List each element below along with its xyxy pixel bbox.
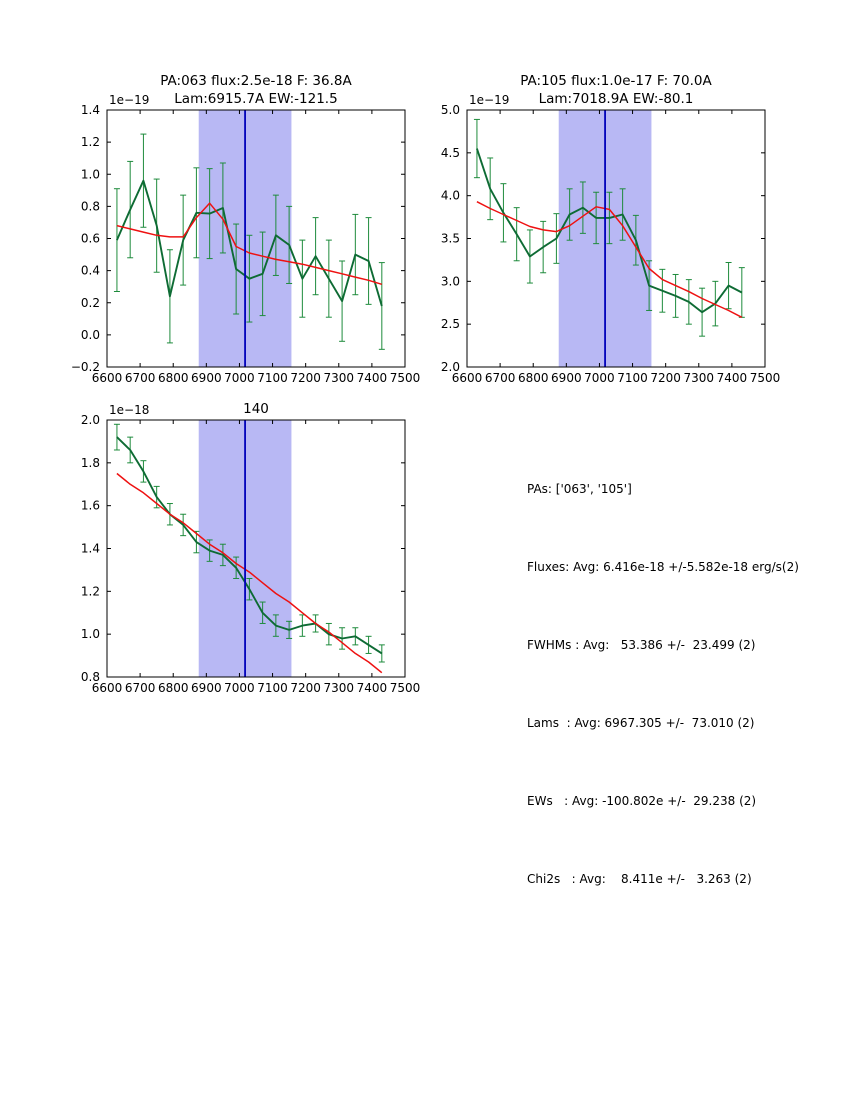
x-tick-label: 7100 xyxy=(617,371,648,385)
x-tick-label: 7200 xyxy=(290,371,321,385)
y-tick-label: 1.6 xyxy=(81,499,100,513)
y-tick-label: 2.0 xyxy=(441,360,460,374)
stats-line-chi2s: Chi2s : Avg: 8.411e +/- 3.263 (2) xyxy=(527,872,752,886)
x-tick-label: 6900 xyxy=(551,371,582,385)
x-tick-label: 7100 xyxy=(257,681,288,695)
x-tick-label: 7200 xyxy=(650,371,681,385)
y-tick-label: 1.4 xyxy=(81,103,100,117)
x-tick-label: 7400 xyxy=(357,371,388,385)
x-tick-label: 6900 xyxy=(191,681,222,695)
spectrum-line xyxy=(475,148,743,314)
y-tick-label: 1.2 xyxy=(81,135,100,149)
chart-140: 6600 6700 6800 6900 7000 7100 7200 7300 7400 7500… xyxy=(81,401,420,695)
y-tick-label: 0.8 xyxy=(81,199,100,213)
x-tick-label: 6800 xyxy=(158,371,189,385)
chart-title: PA:105 flux:1.0e-17 F: 70.0A xyxy=(520,73,712,89)
x-tick-label: 7300 xyxy=(684,371,715,385)
x-tick-label: 6700 xyxy=(125,371,156,385)
y-tick-label: 0.6 xyxy=(81,232,100,246)
x-tick-label: 7500 xyxy=(390,371,421,385)
x-tick-label: 6700 xyxy=(125,681,156,695)
stats-panel: PAs: ['063', '105'] Fluxes: Avg: 6.416e-… xyxy=(527,424,799,944)
stats-line-lams: Lams : Avg: 6967.305 +/- 73.010 (2) xyxy=(527,716,755,730)
y-tick-label: 0.2 xyxy=(81,296,100,310)
x-tick-label: 7500 xyxy=(750,371,781,385)
axis-offset-label: 1e−18 xyxy=(109,403,149,417)
y-tick-label: 4.0 xyxy=(441,189,460,203)
x-tick-label: 7100 xyxy=(257,371,288,385)
spectrum-line xyxy=(116,179,383,307)
x-tick-label: 7000 xyxy=(224,681,255,695)
y-tick-label: 0.0 xyxy=(81,328,100,342)
x-tick-label: 6800 xyxy=(518,371,549,385)
axis-ticks xyxy=(106,109,406,368)
x-tick-label: 6900 xyxy=(191,371,222,385)
fit-line xyxy=(116,472,383,674)
axis-ticks xyxy=(106,419,406,678)
y-tick-label: 5.0 xyxy=(441,103,460,117)
x-tick-label: 6700 xyxy=(485,371,516,385)
y-tick-label: −0.2 xyxy=(71,360,100,374)
y-tick-label: 1.8 xyxy=(81,456,100,470)
stats-line-ews: EWs : Avg: -100.802e +/- 29.238 (2) xyxy=(527,794,757,808)
x-tick-label: 7300 xyxy=(324,371,355,385)
x-tick-label: 6600 xyxy=(92,681,123,695)
x-tick-label: 7300 xyxy=(324,681,355,695)
x-tick-label: 7400 xyxy=(717,371,748,385)
stats-line-pas: PAs: ['063', '105'] xyxy=(527,482,632,496)
x-tick-label: 6600 xyxy=(92,371,123,385)
chart-title: PA:063 flux:2.5e-18 F: 36.8A xyxy=(160,73,352,89)
y-tick-label: 2.0 xyxy=(81,413,100,427)
x-tick-label: 6600 xyxy=(452,371,483,385)
y-tick-label: 1.4 xyxy=(81,542,100,556)
spectrum-line xyxy=(116,436,383,655)
x-tick-label: 7200 xyxy=(290,681,321,695)
y-tick-label: 4.5 xyxy=(441,146,460,160)
y-tick-label: 3.5 xyxy=(441,232,460,246)
chart-pa063: 6600 6700 6800 6900 7000 7100 7200 7300 7400 7500… xyxy=(71,73,420,385)
x-tick-label: 7400 xyxy=(357,681,388,695)
y-tick-label: 0.4 xyxy=(81,264,100,278)
y-tick-label: 0.8 xyxy=(81,670,100,684)
x-tick-label: 6800 xyxy=(158,681,189,695)
stats-line-fluxes: Fluxes: Avg: 6.416e-18 +/-5.582e-18 erg/… xyxy=(527,560,799,574)
y-tick-label: 1.2 xyxy=(81,584,100,598)
x-tick-label: 7500 xyxy=(390,681,421,695)
chart-pa105: 6600 6700 6800 6900 7000 7100 7200 7300 7400 7500… xyxy=(441,73,780,385)
y-tick-label: 2.5 xyxy=(441,317,460,331)
y-tick-label: 1.0 xyxy=(81,167,100,181)
fit-line xyxy=(116,202,383,286)
chart-title: Lam:7018.9A EW:-80.1 xyxy=(539,91,694,107)
x-tick-label: 7000 xyxy=(224,371,255,385)
chart-title: Lam:6915.7A EW:-121.5 xyxy=(174,91,337,107)
x-tick-label: 7000 xyxy=(584,371,615,385)
axis-offset-label: 1e−19 xyxy=(469,93,509,107)
stats-line-fwhms: FWHMs : Avg: 53.386 +/- 23.499 (2) xyxy=(527,638,756,652)
y-tick-label: 1.0 xyxy=(81,627,100,641)
chart-title: 140 xyxy=(243,401,269,417)
fit-line xyxy=(476,201,743,318)
axis-offset-label: 1e−19 xyxy=(109,93,149,107)
y-tick-label: 3.0 xyxy=(441,274,460,288)
axis-ticks xyxy=(466,109,766,368)
